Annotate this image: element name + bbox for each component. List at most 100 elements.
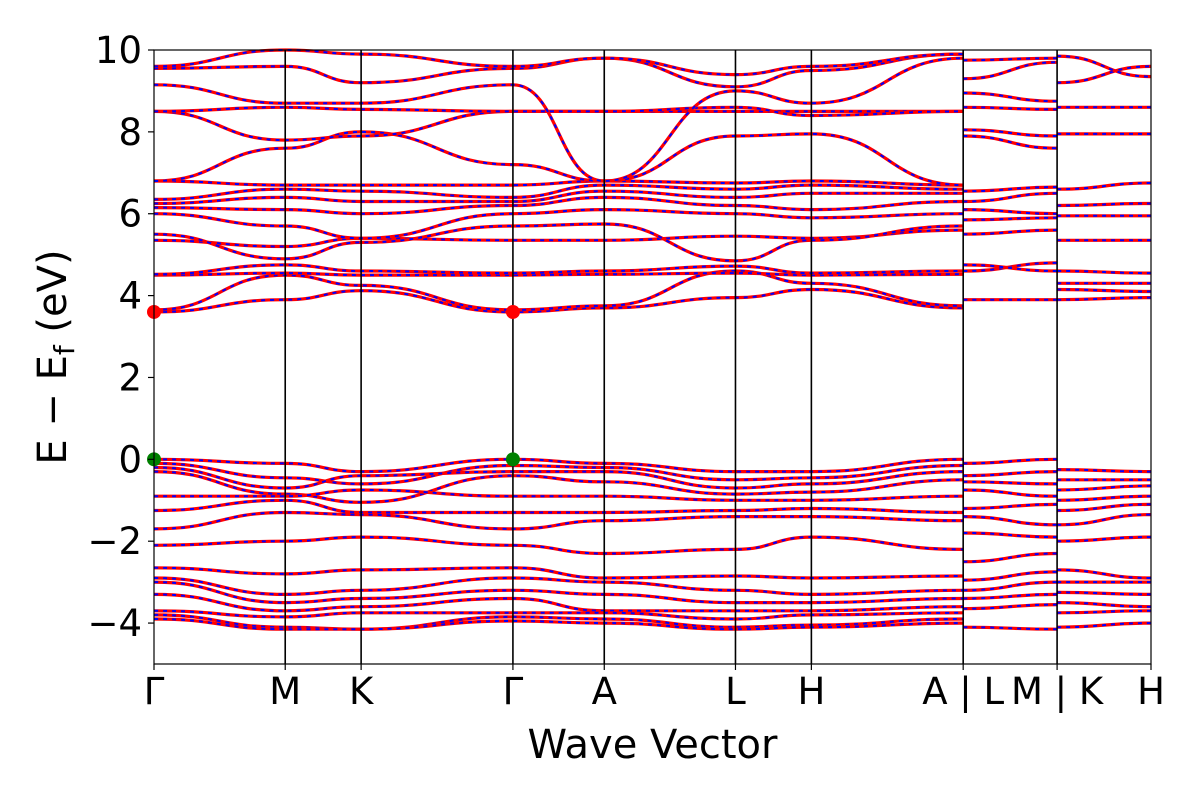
y-axis-title-main: E − E <box>30 355 76 465</box>
band-84 <box>1057 621 1152 629</box>
band-66 <box>1057 201 1152 208</box>
band-line-dashed <box>963 92 1058 103</box>
band-83 <box>1057 609 1152 615</box>
band-44 <box>963 91 1058 103</box>
band-line-dashed <box>1057 536 1152 543</box>
band-line-solid <box>153 498 964 515</box>
band-line-dashed <box>153 581 964 604</box>
band-line-dashed <box>1057 65 1152 84</box>
band-line-dashed <box>963 57 1058 62</box>
x-tick-label: A | L <box>922 670 1004 713</box>
band-line-dashed <box>153 222 964 262</box>
band-line-solid <box>153 56 964 183</box>
band-67 <box>1057 181 1152 191</box>
band-78 <box>1057 535 1152 543</box>
band-45 <box>963 60 1058 81</box>
band-28 <box>153 580 964 605</box>
y-axis-title-tail: (eV) <box>30 249 76 345</box>
band-line-dashed <box>963 128 1058 137</box>
band-line-dashed <box>1057 609 1152 614</box>
band-line-dashed <box>1057 202 1152 207</box>
x-tick-label: L <box>725 670 746 713</box>
band-line-dashed <box>963 515 1058 526</box>
band-47 <box>963 457 1058 465</box>
band-38 <box>963 208 1058 216</box>
plot-frame <box>153 49 1152 665</box>
y-tick-label: 8 <box>118 111 142 154</box>
band-24 <box>153 510 964 531</box>
x-tick-label: A <box>592 670 617 713</box>
band-59 <box>963 625 1058 631</box>
band-43 <box>963 105 1058 111</box>
band-line-dashed <box>1057 495 1152 502</box>
band-line-dashed <box>1057 601 1152 608</box>
band-line-dashed <box>1057 622 1152 629</box>
band-line-dashed <box>963 626 1058 631</box>
band-74 <box>1057 484 1152 492</box>
band-26 <box>153 566 964 580</box>
band-6 <box>153 222 964 263</box>
band-48 <box>963 470 1058 478</box>
band-line-solid <box>153 52 964 89</box>
band-line-dashed <box>153 511 964 530</box>
y-tick-label: −2 <box>87 520 142 563</box>
band-line-dashed <box>153 462 964 485</box>
band-line-dashed <box>1057 270 1152 275</box>
kpoint-divider-group <box>284 50 1058 664</box>
y-tick-label: 0 <box>118 438 142 481</box>
x-tick-label: Γ <box>503 670 524 713</box>
band-line-dashed <box>963 186 1058 193</box>
x-tick-label: Γ <box>144 670 165 713</box>
band-line-dashed <box>963 263 1058 272</box>
band-line-solid <box>153 510 964 531</box>
band-line-dashed <box>963 106 1058 111</box>
band-line-dashed <box>1057 513 1152 526</box>
band-39 <box>963 191 1058 204</box>
band-36 <box>963 228 1058 236</box>
x-tick-label: K <box>349 670 375 713</box>
band-line-dashed <box>963 216 1058 221</box>
band-55 <box>963 570 1058 582</box>
band-23 <box>153 498 964 515</box>
band-line-dashed <box>1057 55 1152 78</box>
band-15 <box>153 56 964 183</box>
band-line-dashed <box>963 135 1058 150</box>
band-63 <box>1057 269 1152 275</box>
band-42 <box>963 128 1058 138</box>
y-tick-label: −4 <box>87 602 142 645</box>
band-line-dashed <box>963 229 1058 236</box>
band-line-dashed <box>963 503 1058 510</box>
band-line-dashed <box>153 208 964 240</box>
y-tick-label: 2 <box>118 356 142 399</box>
band-line-dashed <box>1057 484 1152 491</box>
y-tick-label: 4 <box>118 275 142 318</box>
y-axis-ticks: 10 8 6 4 2 0 −2 −4 <box>87 29 154 645</box>
band-25 <box>153 535 964 556</box>
band-70 <box>1057 64 1152 85</box>
band-46 <box>963 56 1058 62</box>
band-line-dashed <box>1057 182 1152 191</box>
band-line-dashed <box>963 480 1058 485</box>
band-line-dashed <box>1057 468 1152 473</box>
band-81 <box>1057 590 1152 596</box>
band-line-dashed <box>963 61 1058 80</box>
band-line-dashed <box>963 581 1058 592</box>
cbm-marker <box>505 304 520 319</box>
x-tick-label: H <box>797 670 825 713</box>
x-tick-label: H <box>1137 670 1165 713</box>
band-line-dashed <box>963 470 1058 477</box>
band-51 <box>963 502 1058 511</box>
extrema-marker-group <box>147 304 520 467</box>
vbm-marker <box>505 452 520 467</box>
band-77 <box>1057 513 1152 527</box>
band-line-dashed <box>1057 568 1152 579</box>
band-line-dashed <box>963 603 1058 610</box>
band-82 <box>1057 601 1152 609</box>
band-line-dashed <box>963 532 1058 539</box>
x-tick-label: M | K <box>1011 670 1105 713</box>
band-line-dashed <box>963 570 1058 582</box>
band-line-dashed <box>963 552 1058 563</box>
y-axis-title: E − Ef (eV) <box>30 249 81 464</box>
band-75 <box>1057 494 1152 502</box>
